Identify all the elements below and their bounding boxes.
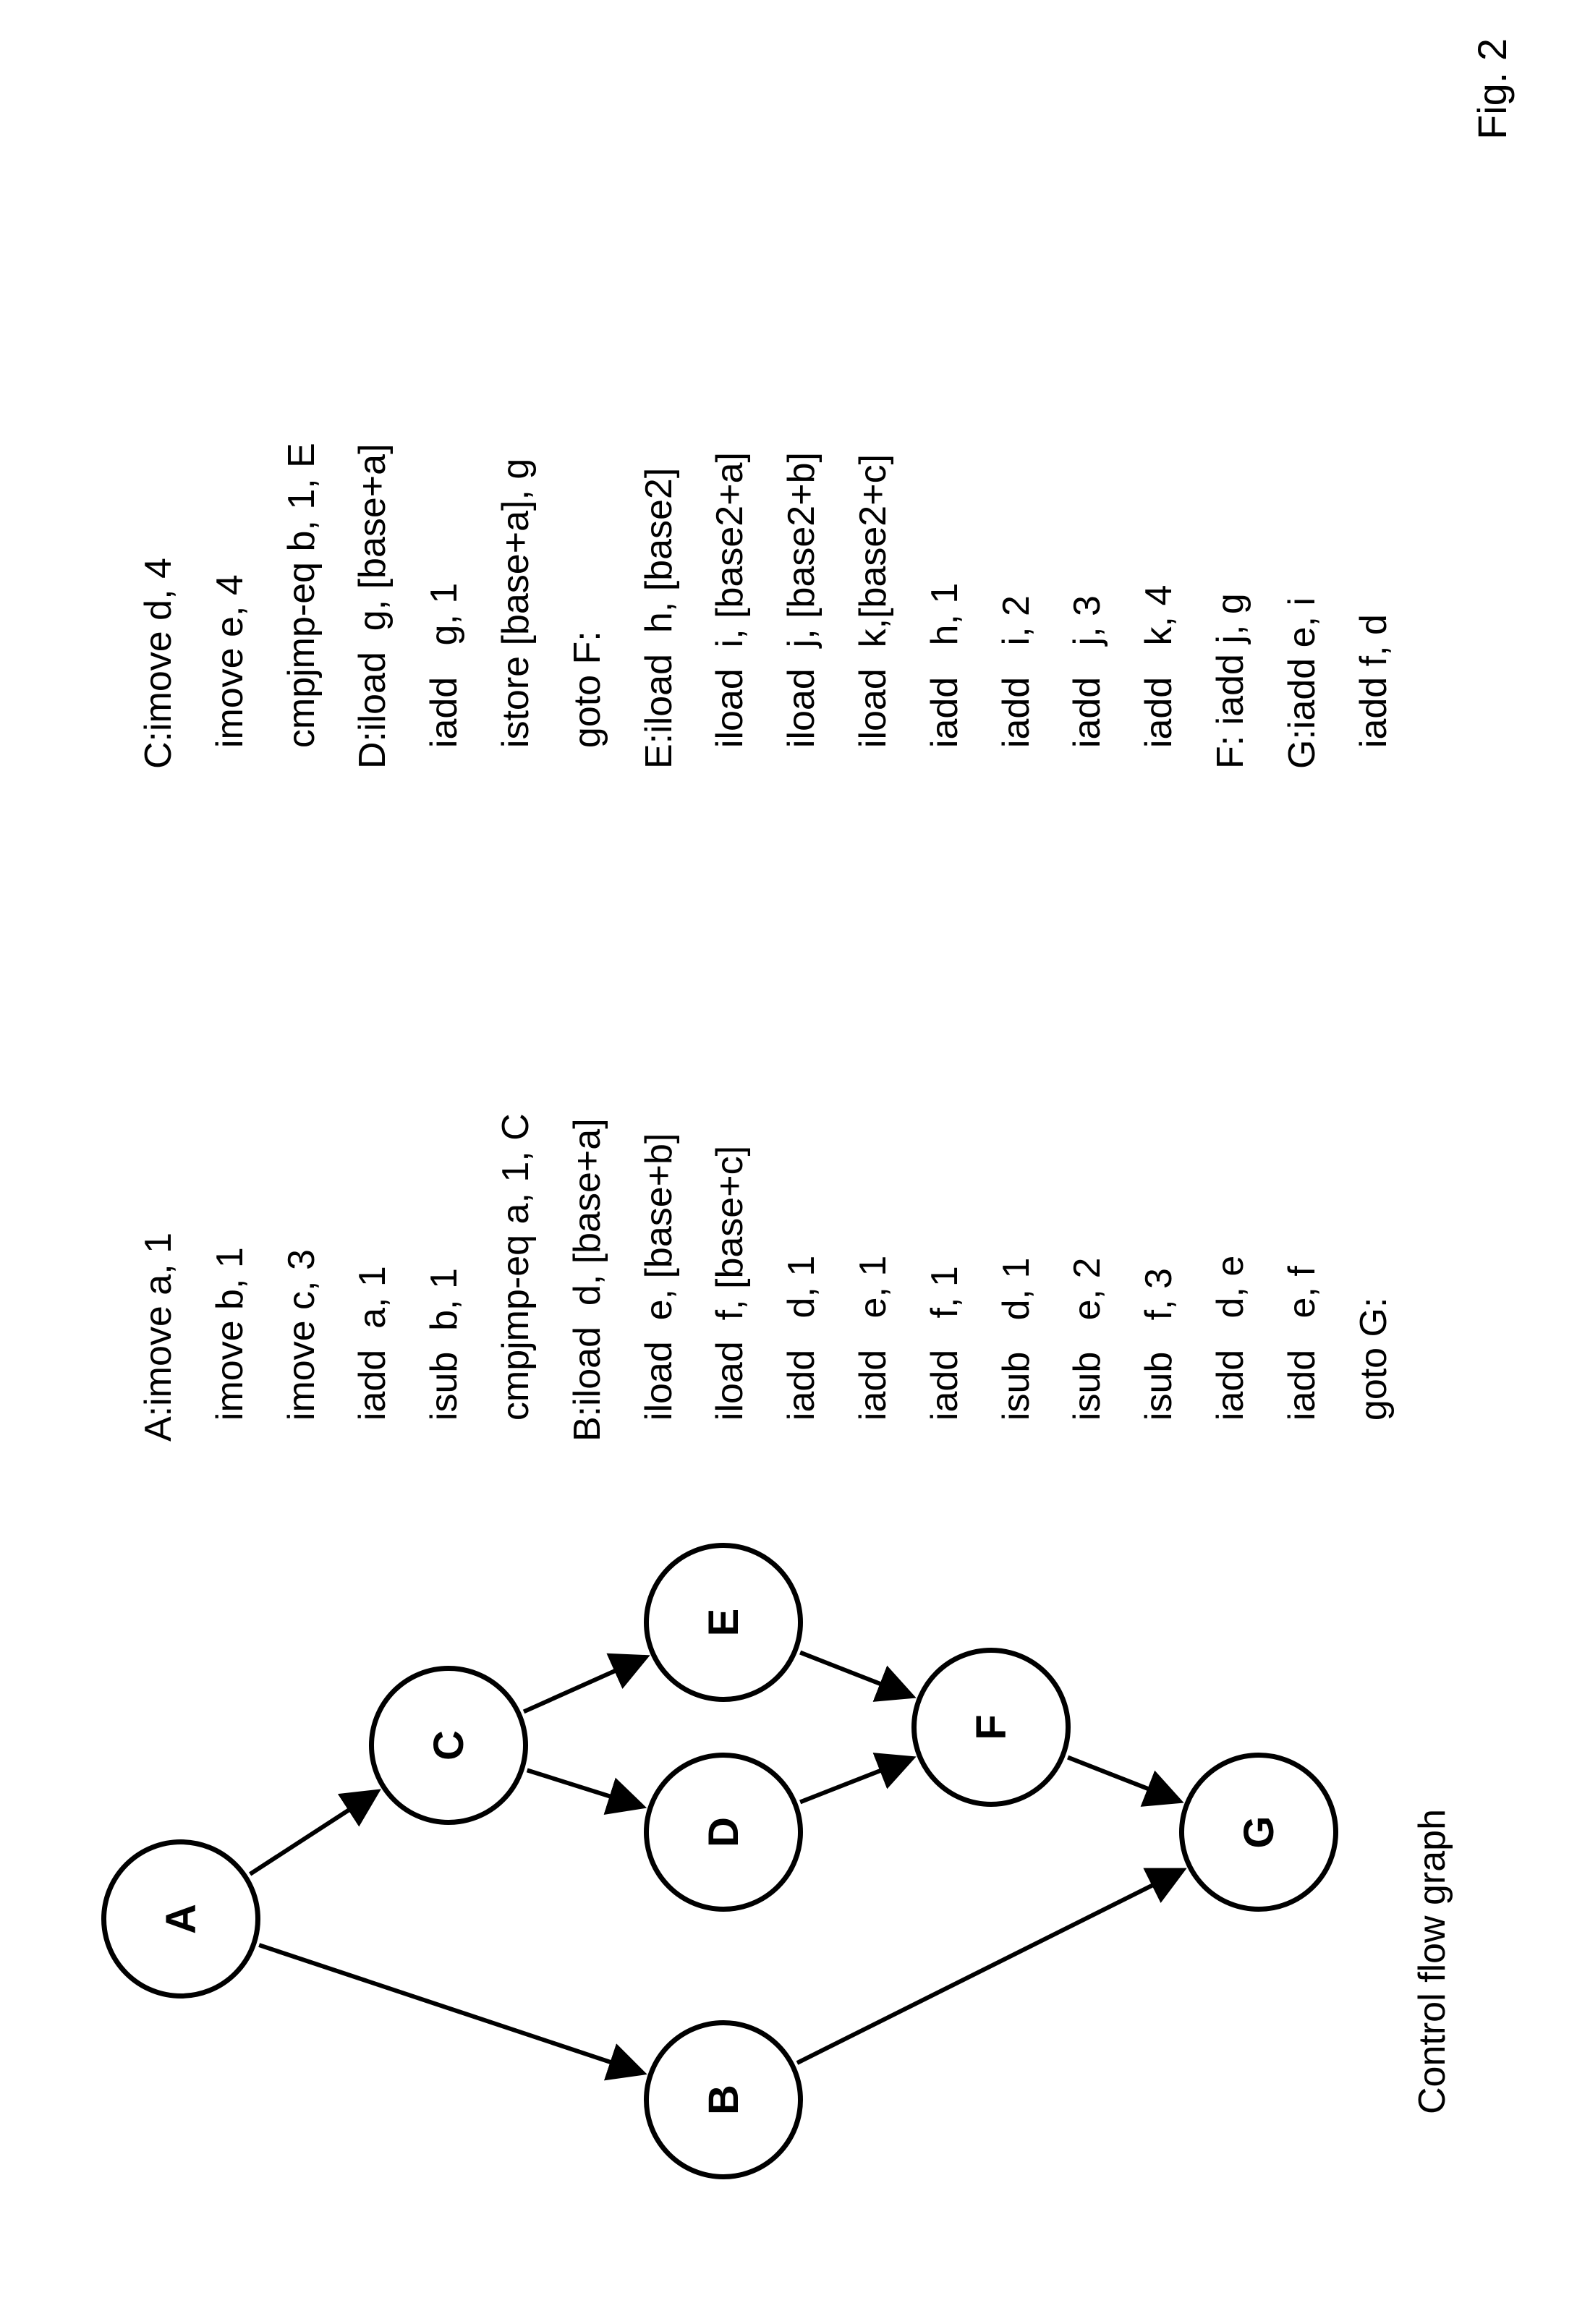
graph-node-label: E xyxy=(700,1609,748,1637)
edge-c-d xyxy=(527,1770,641,1806)
code-column-1: A:imove a, 1 imove b, 1 imove c, 3 iadd … xyxy=(123,1113,1409,1442)
graph-node-label: C xyxy=(425,1730,473,1761)
edge-a-b xyxy=(259,1945,641,2072)
edge-c-e xyxy=(524,1658,644,1711)
graph-node-g: G xyxy=(1179,1753,1338,1912)
code-column-2: C:imove d, 4 imove e, 4 cmpjmp-eq b, 1, … xyxy=(123,443,1409,769)
graph-node-f: F xyxy=(911,1648,1071,1807)
graph-node-label: B xyxy=(700,2085,748,2115)
edge-d-f xyxy=(800,1759,910,1802)
graph-caption: Control flow graph xyxy=(1411,1809,1454,2114)
edge-b-g xyxy=(797,1871,1181,2063)
graph-node-label: G xyxy=(1235,1816,1283,1848)
graph-node-b: B xyxy=(644,2020,803,2179)
graph-node-c: C xyxy=(369,1666,528,1825)
graph-node-label: F xyxy=(967,1714,1016,1740)
figure-label: Fig. 2 xyxy=(1468,38,1516,140)
graph-node-label: D xyxy=(700,1817,748,1847)
graph-node-e: E xyxy=(644,1543,803,1702)
graph-node-a: A xyxy=(101,1839,260,1999)
edge-e-f xyxy=(800,1653,910,1696)
graph-node-label: A xyxy=(157,1904,205,1934)
graph-node-d: D xyxy=(644,1753,803,1912)
edge-a-c xyxy=(250,1792,376,1874)
figure-content: A B C D E F G Control flow graph Fig. 2 A:imov… xyxy=(0,0,1577,2324)
edge-f-g xyxy=(1068,1758,1178,1801)
